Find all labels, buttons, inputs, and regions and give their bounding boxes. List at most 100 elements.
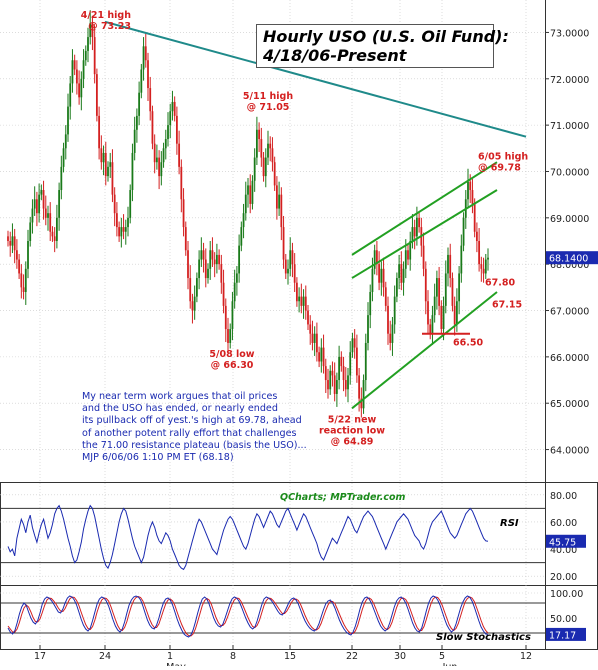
price-bar-body [293, 264, 296, 283]
price-bar-body [258, 129, 261, 140]
price-bar-body [449, 254, 452, 279]
stoch-last-tag [546, 627, 586, 641]
price-bar-body [35, 199, 38, 214]
price-bar-body [227, 329, 229, 343]
price-bar-body [415, 217, 418, 237]
price-bar-body [384, 287, 387, 306]
price-bar-body [289, 250, 292, 269]
price-bar-body [109, 162, 112, 167]
price-bar-body [167, 125, 169, 140]
commentary-text: My near term work argues that oil prices… [82, 391, 352, 464]
price-bar-body [407, 250, 409, 260]
price-tick-label: 67.0000 [550, 307, 589, 318]
price-bar-body [198, 259, 201, 279]
price-bar-body [309, 324, 312, 334]
commentary-line: My near term work argues that oil prices [82, 391, 278, 402]
price-bar-body [327, 380, 329, 390]
price-bar-body [409, 241, 412, 260]
annotation-label: 6/05 high [478, 152, 528, 163]
price-bar-body [480, 264, 483, 269]
x-tick-label: 17 [34, 651, 46, 662]
annotation-label: 67.80 [485, 277, 515, 288]
price-bar-body [64, 134, 67, 149]
price-bar-body [75, 69, 78, 84]
channel-lower-line [351, 291, 498, 410]
price-bar-body [242, 213, 245, 228]
annotation-label: 5/22 new [328, 414, 377, 425]
commentary-line: of another potent rally effort that chal… [82, 427, 297, 439]
commentary-line: and the USO has ended, or nearly ended [82, 403, 278, 415]
price-bar-body [284, 259, 287, 274]
price-bar-body [387, 305, 389, 334]
price-tick-label: 73.0000 [550, 28, 589, 39]
price-bar-body [107, 166, 109, 177]
x-tick-label: 5 [439, 651, 445, 662]
price-bar-body [400, 264, 403, 283]
price-bar-body [144, 46, 147, 61]
price-bar-body [235, 273, 238, 283]
price-bar-body [87, 37, 89, 51]
price-bar-body [38, 194, 41, 214]
channel-upper-line [351, 161, 498, 256]
price-bar-body [82, 60, 85, 79]
price-bar-body [389, 333, 392, 343]
price-bar-body [484, 259, 487, 274]
price-bar-body [267, 143, 269, 158]
price-bar-body [147, 60, 149, 89]
annotation-label: reaction low [319, 425, 385, 436]
price-bar-body [160, 162, 163, 177]
price-bar-body [473, 203, 476, 232]
price-bar-body [255, 129, 258, 158]
price-bar-body [102, 152, 105, 163]
rsi-last-label: 45.75 [549, 537, 576, 548]
x-tick-label: 15 [284, 651, 296, 662]
rsi-label: RSI [500, 518, 519, 529]
price-bar-body [478, 241, 481, 265]
price-bar-body [127, 217, 129, 228]
price-bar-body [422, 245, 425, 269]
price-bar-body [280, 194, 283, 228]
price-bar-body [71, 60, 74, 84]
price-bar-body [195, 278, 198, 297]
price-bar-body [378, 264, 381, 283]
price-bar-body [42, 190, 45, 209]
price-bar-body [62, 148, 65, 167]
price-bar-body [69, 83, 72, 107]
price-bar-body [202, 250, 205, 260]
price-bar-body [189, 278, 192, 302]
last-price-tag [546, 251, 598, 265]
price-bar-body [84, 50, 87, 61]
price-bar-body [178, 143, 181, 167]
price-bar-body [264, 157, 267, 177]
price-bar-body [47, 213, 49, 218]
price-bar-body [313, 333, 316, 343]
price-bar-body [40, 190, 43, 195]
price-bar-body [120, 227, 123, 237]
price-bar-body [471, 190, 474, 204]
price-bar-body [244, 194, 247, 214]
price-bar-body [411, 227, 414, 241]
price-bar-body [393, 296, 396, 325]
price-bar-body [149, 88, 152, 112]
rsi-tick-label: 80.00 [550, 491, 577, 502]
indicator-frame [0, 482, 598, 650]
price-bar-body [238, 245, 241, 274]
commentary-line: its pullback off of yest.'s high at 69.7… [82, 415, 302, 427]
price-bar-body [371, 268, 374, 292]
price-bar-body [431, 315, 434, 334]
chart-title-line1: Hourly USO (U.S. Oil Fund): [263, 27, 509, 46]
price-bar-body [295, 282, 298, 302]
price-bar-body [138, 92, 141, 116]
price-bar-body [382, 268, 385, 288]
price-bar-body [104, 152, 107, 177]
price-bar-body [273, 162, 276, 186]
price-bar-body [231, 301, 234, 330]
price-bar-body [402, 268, 405, 283]
price-bar-body [142, 46, 145, 70]
price-bar-body [278, 194, 281, 209]
price-bar-body [418, 217, 421, 228]
price-tick-label: 66.0000 [550, 353, 589, 364]
price-bar-body [395, 278, 398, 297]
month-label: May [166, 662, 186, 666]
price-bar-body [251, 180, 254, 204]
